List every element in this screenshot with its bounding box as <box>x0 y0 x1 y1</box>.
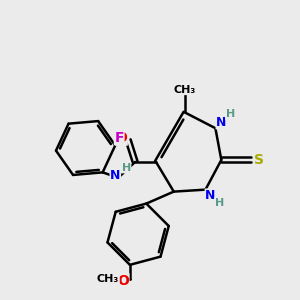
Text: H: H <box>122 163 131 173</box>
Text: F: F <box>114 130 124 145</box>
Text: O: O <box>115 131 127 145</box>
Text: S: S <box>254 153 264 167</box>
Text: N: N <box>205 189 216 202</box>
Text: H: H <box>215 197 224 208</box>
Text: N: N <box>216 116 226 129</box>
Text: H: H <box>226 109 235 119</box>
Text: O: O <box>117 274 129 288</box>
Text: CH₃: CH₃ <box>97 274 119 284</box>
Text: CH₃: CH₃ <box>174 85 196 94</box>
Text: N: N <box>110 169 121 182</box>
